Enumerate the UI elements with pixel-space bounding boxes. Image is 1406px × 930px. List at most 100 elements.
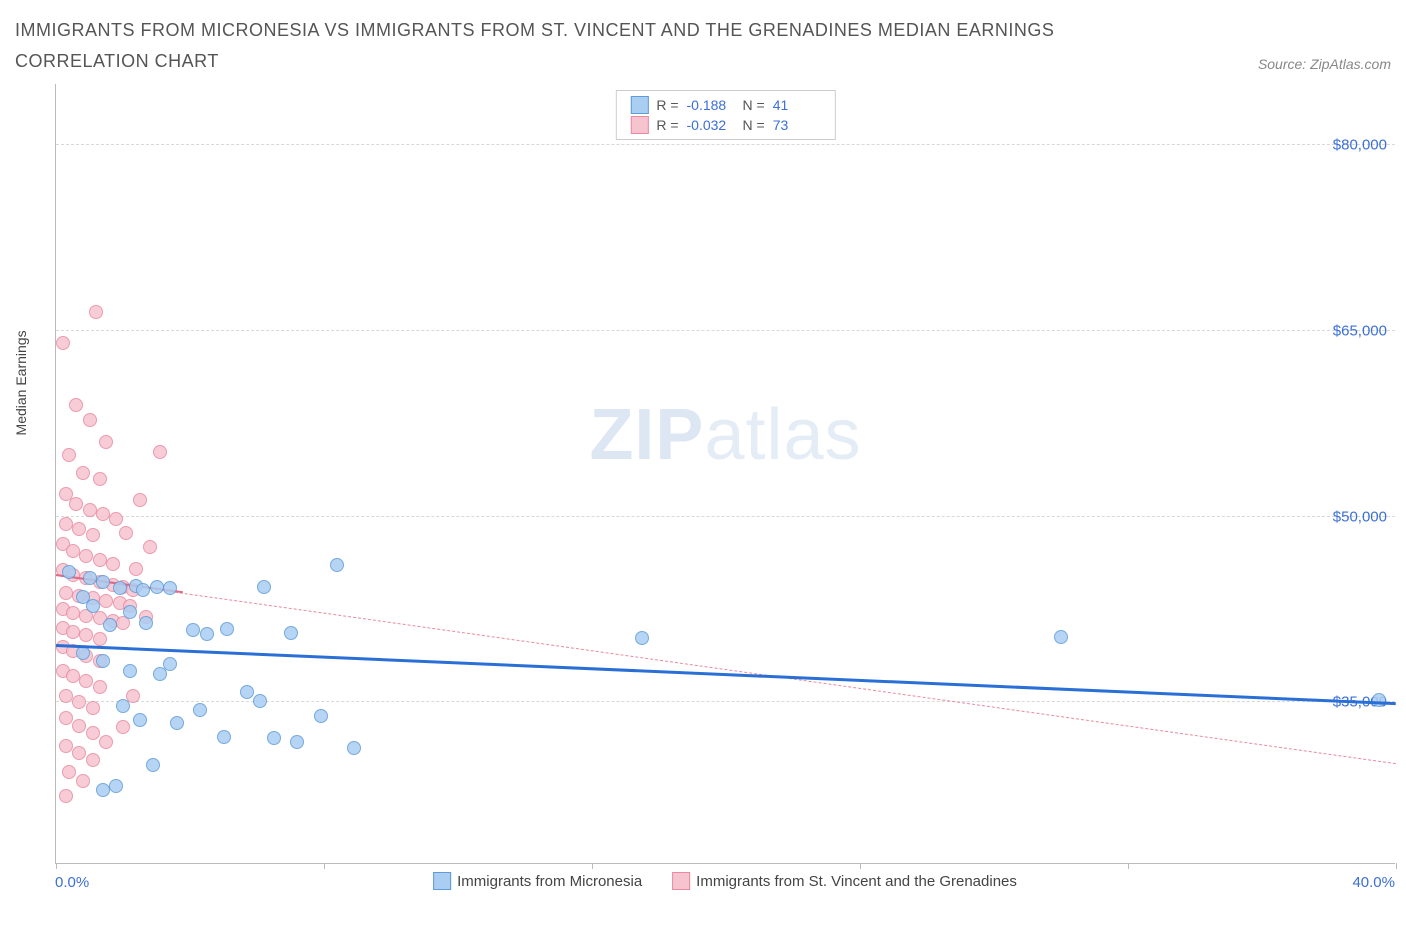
chart-title: IMMIGRANTS FROM MICRONESIA VS IMMIGRANTS… [15,15,1115,76]
stats-legend-row: R = -0.032 N = 73 [616,115,834,135]
data-point [59,586,73,600]
data-point [62,765,76,779]
data-point [220,622,234,636]
data-point [76,466,90,480]
data-point [79,549,93,563]
x-tick [1128,863,1129,869]
data-point [93,472,107,486]
data-point [139,616,153,630]
legend-n-label: N = [743,97,765,113]
data-point [66,625,80,639]
data-point [72,695,86,709]
data-point [66,606,80,620]
legend-n-value: 73 [773,117,821,133]
series-legend: Immigrants from Micronesia Immigrants fr… [433,872,1017,890]
data-point [193,703,207,717]
x-tick [56,863,57,869]
data-point [72,746,86,760]
data-point [143,540,157,554]
data-point [59,689,73,703]
legend-series-label: Immigrants from St. Vincent and the Gren… [696,873,1017,890]
data-point [89,305,103,319]
x-tick [324,863,325,869]
data-point [69,398,83,412]
data-point [163,581,177,595]
legend-item: Immigrants from Micronesia [433,872,642,890]
data-point [153,445,167,459]
legend-r-label: R = [656,117,678,133]
gridline [56,516,1395,517]
legend-n-value: 41 [773,97,821,113]
data-point [133,493,147,507]
data-point [123,664,137,678]
data-point [330,558,344,572]
data-point [99,435,113,449]
y-tick-label: $80,000 [1333,137,1387,154]
legend-swatch-icon [433,872,451,890]
gridline [56,330,1395,331]
data-point [116,720,130,734]
data-point [59,739,73,753]
data-point [66,669,80,683]
y-tick-label: $65,000 [1333,322,1387,339]
data-point [83,571,97,585]
data-point [217,730,231,744]
y-axis-label: Median Earnings [13,330,29,435]
data-point [62,448,76,462]
data-point [103,618,117,632]
legend-swatch-icon [630,116,648,134]
trend-line [56,575,1396,764]
data-point [59,711,73,725]
legend-swatch-icon [672,872,690,890]
data-point [79,628,93,642]
stats-legend: R = -0.188 N = 41 R = -0.032 N = 73 [615,90,835,140]
data-point [86,753,100,767]
data-point [66,544,80,558]
data-point [62,565,76,579]
legend-swatch-icon [630,96,648,114]
data-point [79,674,93,688]
data-point [150,580,164,594]
data-point [314,709,328,723]
legend-n-label: N = [743,117,765,133]
data-point [96,783,110,797]
data-point [123,605,137,619]
data-point [284,626,298,640]
data-point [1054,630,1068,644]
data-point [109,779,123,793]
data-point [635,631,649,645]
data-point [106,557,120,571]
legend-r-value: -0.032 [687,117,735,133]
x-max-label: 40.0% [1352,874,1395,891]
x-tick [592,863,593,869]
data-point [136,583,150,597]
data-point [290,735,304,749]
data-point [116,699,130,713]
watermark-zip: ZIP [589,395,704,475]
x-tick [1396,863,1397,869]
data-point [119,526,133,540]
legend-r-value: -0.188 [687,97,735,113]
data-point [253,694,267,708]
data-point [76,774,90,788]
data-point [86,726,100,740]
watermark-atlas: atlas [704,395,861,475]
data-point [96,507,110,521]
data-point [83,413,97,427]
data-point [72,719,86,733]
legend-series-label: Immigrants from Micronesia [457,873,642,890]
data-point [59,517,73,531]
legend-r-label: R = [656,97,678,113]
plot-area: ZIPatlas R = -0.188 N = 41 R = -0.032 N … [55,84,1395,864]
y-tick-label: $50,000 [1333,508,1387,525]
data-point [133,713,147,727]
data-point [347,741,361,755]
source-label: Source: ZipAtlas.com [1258,56,1391,76]
data-point [186,623,200,637]
data-point [240,685,254,699]
data-point [93,553,107,567]
data-point [56,336,70,350]
gridline [56,144,1395,145]
data-point [113,581,127,595]
x-min-label: 0.0% [55,874,89,891]
